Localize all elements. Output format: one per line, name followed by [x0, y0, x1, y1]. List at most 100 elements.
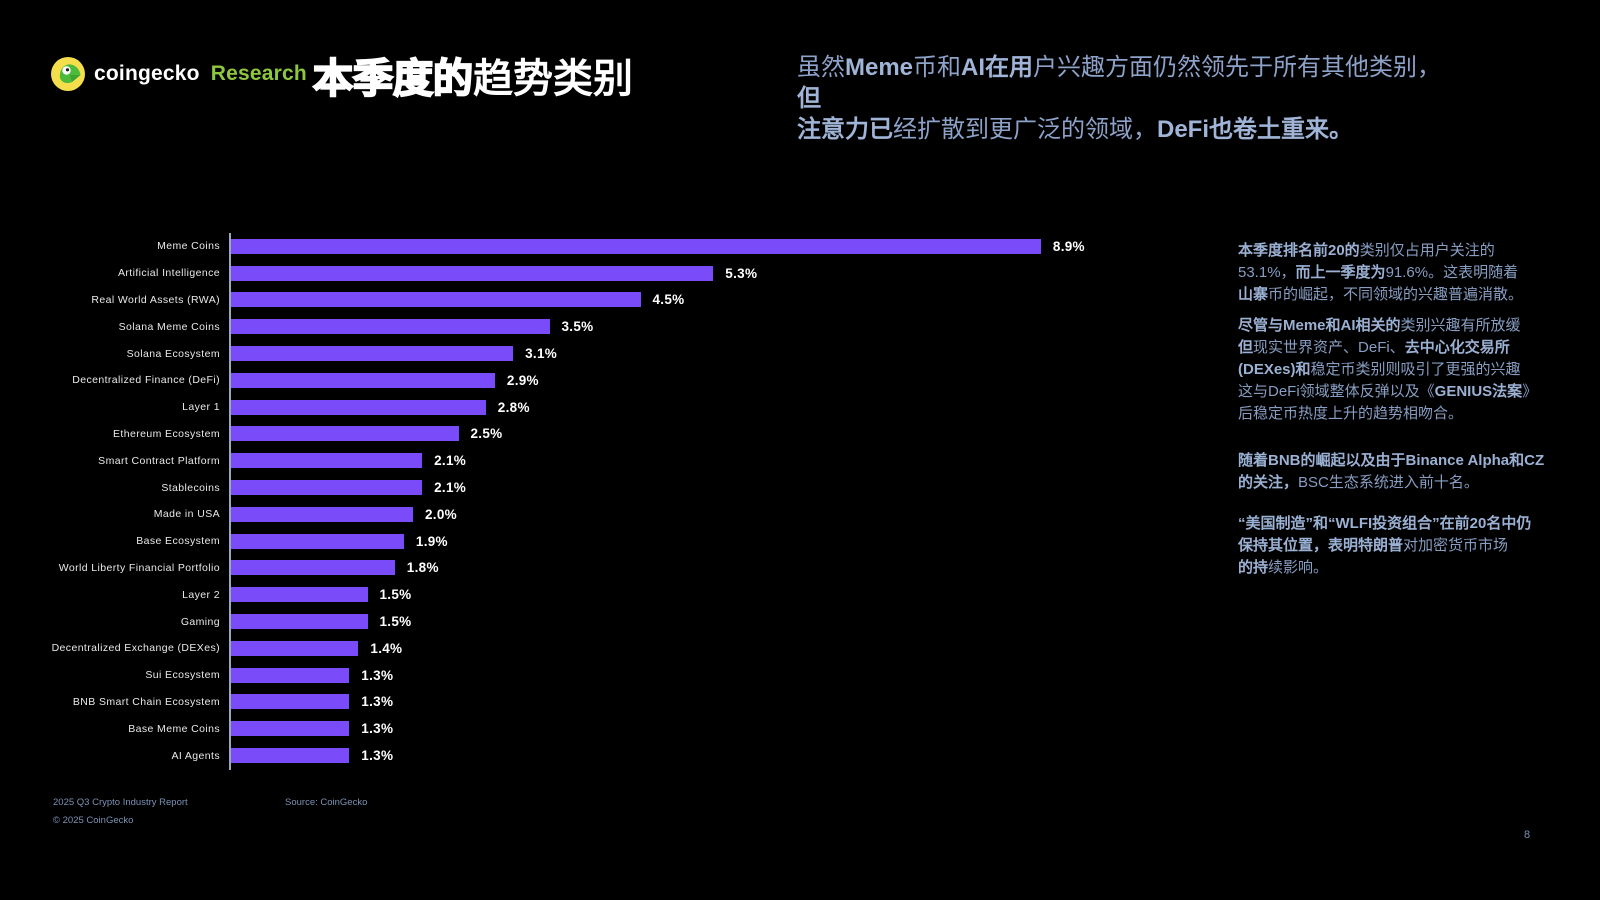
commentary-panel: 本季度排名前20的类别仅占用户关注的 53.1%，而上一季度为91.6%。这表明随…	[1238, 240, 1573, 588]
category-label: Real World Assets (RWA)	[91, 293, 220, 306]
text-segment: 户兴趣方面仍然领先于所有其他类别，	[1033, 54, 1442, 81]
value-label: 2.1%	[434, 480, 467, 496]
commentary-line: 随着BNB的崛起以及由于Binance Alpha和CZ	[1238, 450, 1573, 472]
category-label: Ethereum Ecosystem	[113, 427, 220, 440]
text-segment: 的关注，	[1238, 474, 1299, 491]
chart-row: Base Ecosystem 1.9%	[0, 528, 1085, 555]
bar	[231, 721, 350, 737]
category-label: Base Meme Coins	[128, 722, 220, 735]
chart-row: Real World Assets (RWA) 4.5%	[0, 287, 1085, 314]
footer-copyright: © 2025 CoinGecko	[53, 815, 134, 826]
bar	[231, 560, 395, 576]
category-label: BNB Smart Chain Ecosystem	[72, 695, 220, 708]
chart-row: Artificial Intelligence 5.3%	[0, 260, 1085, 287]
chart-row: Layer 1 2.8%	[0, 394, 1085, 421]
text-segment: (DEXes)和	[1238, 361, 1311, 378]
value-label: 2.0%	[425, 506, 457, 522]
bar	[231, 614, 368, 630]
bar	[231, 265, 714, 281]
bar	[231, 292, 641, 308]
value-label: 4.5%	[652, 292, 685, 308]
text-segment: DeFi	[1157, 116, 1210, 143]
bar	[231, 319, 550, 335]
commentary-line: “美国制造”和“WLFI投资组合”在前20名中仍	[1238, 513, 1573, 535]
page-number: 8	[1524, 829, 1531, 841]
chart-row: Layer 2 1.5%	[0, 581, 1085, 608]
bar	[231, 346, 514, 362]
chart-row: Sui Ecosystem 1.3%	[0, 662, 1085, 689]
chart-row: Decentralized Finance (DeFi) 2.9%	[0, 367, 1085, 394]
chart-row: Ethereum Ecosystem 2.5%	[0, 421, 1085, 448]
text-segment: 币的崛起，不同领域的兴趣普遍消散。	[1268, 286, 1524, 303]
category-label: Made in USA	[153, 508, 220, 521]
text-segment: Meme	[845, 54, 914, 81]
value-label: 1.3%	[361, 694, 394, 710]
text-segment: 经扩散到更广泛的领域，	[893, 116, 1157, 143]
text-segment: 》	[1522, 383, 1538, 400]
commentary-paragraph: 尽管与Meme和AI相关的类别兴趣有所放缓 但现实世界资产、DeFi、去中心化交易…	[1238, 315, 1573, 425]
bar	[231, 748, 350, 764]
value-label: 1.5%	[379, 614, 412, 630]
commentary-line: 保持其位置，表明特朗普对加密货币市场	[1238, 535, 1573, 557]
commentary-line: 的关注，BSC生态系统进入前十名。	[1238, 472, 1573, 494]
category-label: Layer 1	[182, 401, 220, 414]
value-label: 1.3%	[361, 721, 394, 737]
chart-row: Smart Contract Platform 2.1%	[0, 447, 1085, 474]
category-label: Decentralized Exchange (DEXes)	[51, 642, 220, 655]
bar	[231, 399, 486, 415]
category-label: Solana Meme Coins	[118, 320, 220, 333]
chart-rows: Meme Coins 8.9% Artificial Intelligence 5.3…	[0, 233, 1085, 769]
category-label: Stablecoins	[161, 481, 220, 494]
text-segment: 这与DeFi领域整体反弹以及《	[1238, 383, 1435, 400]
commentary-line: 山寨币的崛起，不同领域的兴趣普遍消散。	[1238, 284, 1573, 306]
commentary-line: 后稳定币热度上升的趋势相吻合。	[1238, 403, 1573, 425]
commentary-line: 尽管与Meme和AI相关的类别兴趣有所放缓	[1238, 315, 1573, 337]
text-segment: 本季度排名前20的	[1238, 242, 1360, 259]
text-segment: 尽管与Meme和AI相关的	[1238, 317, 1401, 334]
chart-row: BNB Smart Chain Ecosystem 1.3%	[0, 689, 1085, 716]
commentary-line: 这与DeFi领域整体反弹以及《GENIUS法案》	[1238, 381, 1573, 403]
value-label: 3.5%	[561, 319, 594, 335]
value-label: 1.3%	[361, 748, 394, 764]
commentary-paragraph: 本季度排名前20的类别仅占用户关注的 53.1%，而上一季度为91.6%。这表明随…	[1238, 240, 1573, 306]
chart-row: Stablecoins 2.1%	[0, 474, 1085, 501]
value-label: 1.8%	[406, 560, 439, 576]
footer-report-title: 2025 Q3 Crypto Industry Report	[53, 797, 188, 808]
chart-row: Gaming 1.5%	[0, 608, 1085, 635]
text-segment: 类别兴趣有所放缓	[1400, 317, 1521, 334]
bar	[231, 667, 350, 683]
text-segment: 的持	[1238, 559, 1269, 576]
category-label: Smart Contract Platform	[98, 454, 220, 467]
chart-row: Decentralized Exchange (DEXes) 1.4%	[0, 635, 1085, 662]
bar	[231, 238, 1041, 254]
commentary-line: 本季度排名前20的类别仅占用户关注的	[1238, 240, 1573, 262]
footer-source: Source: CoinGecko	[285, 797, 368, 808]
coingecko-logo: coingecko Research	[50, 56, 307, 92]
category-label: World Liberty Financial Portfolio	[58, 561, 220, 574]
bar	[231, 480, 423, 496]
page-title-solid-part: 趋势类别	[473, 57, 633, 101]
value-label: 3.1%	[525, 346, 558, 362]
category-label: Layer 2	[182, 588, 220, 601]
y-axis-line	[229, 233, 231, 770]
value-label: 1.9%	[415, 533, 448, 549]
category-label: Base Ecosystem	[136, 535, 220, 548]
bar	[231, 587, 368, 603]
logo-suffix: Research	[210, 62, 307, 85]
slide-heading: 虽然Meme币和AI在用户兴趣方面仍然领先于所有其他类别，但注意力已经扩散到更广…	[797, 52, 1441, 145]
gecko-icon	[51, 57, 85, 91]
heading-line: 注意力已经扩散到更广泛的领域，DeFi也卷土重来。	[797, 114, 1437, 145]
text-segment: 现实世界资产、DeFi、	[1253, 339, 1405, 356]
category-label: Meme Coins	[157, 240, 220, 253]
value-label: 5.3%	[725, 265, 758, 281]
chart-row: Solana Ecosystem 3.1%	[0, 340, 1085, 367]
text-segment: 91.6%。这表明随着	[1385, 264, 1519, 281]
text-segment: 币和	[913, 54, 962, 81]
text-segment: 稳定币类别则吸引了更强的兴趣	[1310, 361, 1521, 378]
commentary-line: 的持续影响。	[1238, 557, 1573, 579]
value-label: 2.5%	[470, 426, 503, 442]
bar	[231, 506, 413, 522]
value-label: 2.9%	[506, 372, 539, 388]
chart-row: Solana Meme Coins 3.5%	[0, 313, 1085, 340]
